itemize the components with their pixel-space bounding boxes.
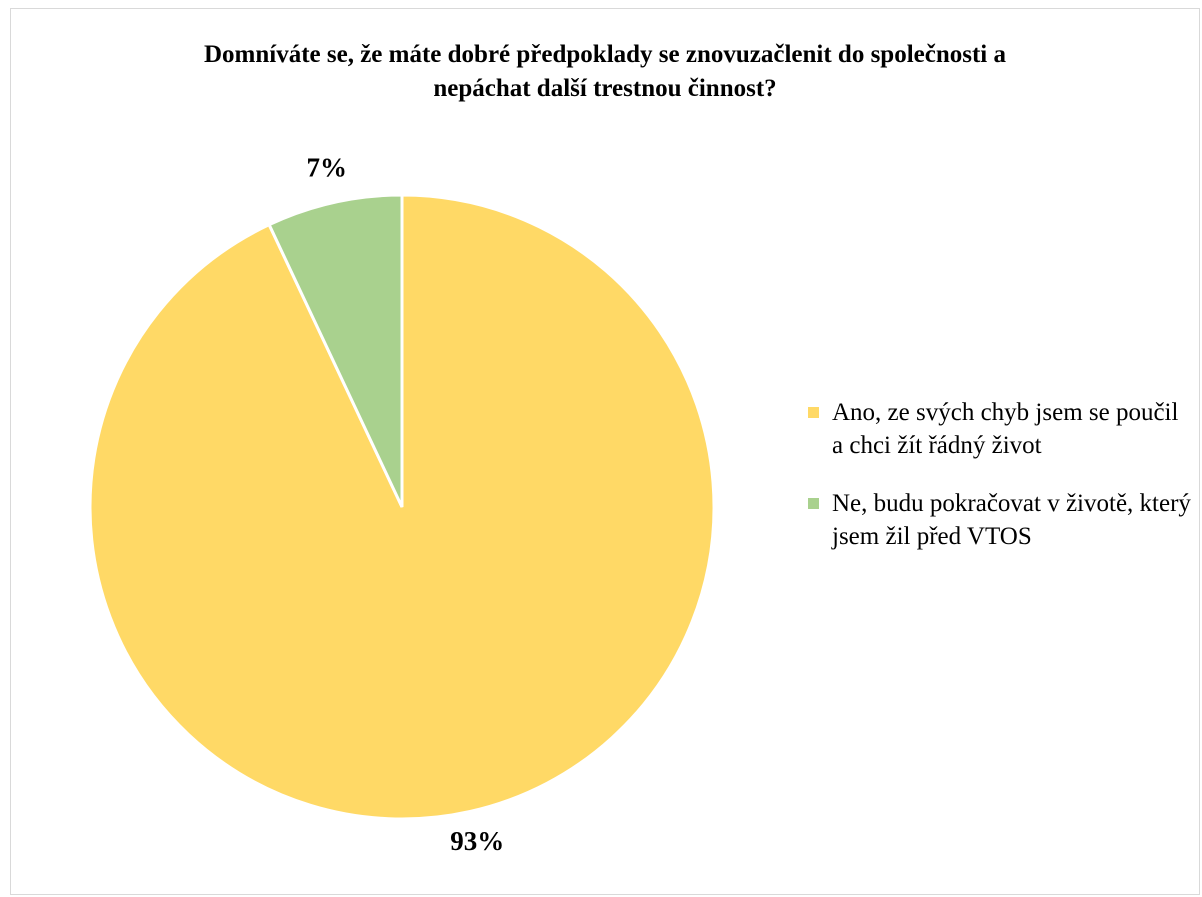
legend-label: Ano, ze svých chyb jsem se poučil a chci… [832, 399, 1179, 459]
legend-item: Ne, budu pokračovat v životě, který jsem… [808, 487, 1193, 553]
legend-label: Ne, budu pokračovat v životě, který jsem… [832, 490, 1191, 550]
chart-title: Domníváte se, že máte dobré předpoklady … [203, 41, 1007, 102]
pie-slice [267, 193, 404, 508]
legend: Ano, ze svých chyb jsem se poučil a chci… [808, 396, 1193, 578]
chart-frame [10, 8, 1200, 895]
legend-swatch [808, 498, 819, 509]
value-label: 7% [306, 153, 347, 183]
legend-swatch [808, 407, 819, 418]
value-label: 93% [450, 826, 504, 856]
legend-item: Ano, ze svých chyb jsem se poučil a chci… [808, 396, 1193, 462]
